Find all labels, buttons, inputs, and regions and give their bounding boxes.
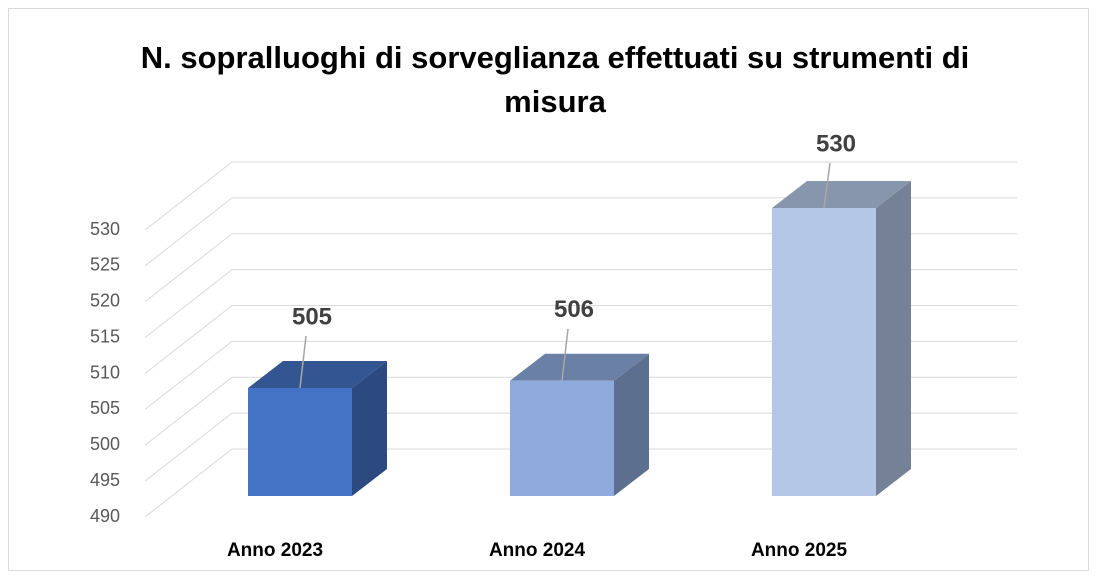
chart-frame — [8, 8, 1089, 571]
y-tick-label: 515 — [90, 326, 120, 346]
y-tick-label: 525 — [90, 255, 120, 275]
bar-side — [876, 181, 911, 496]
grid-line-side — [144, 376, 233, 446]
value-label: 506 — [554, 296, 594, 323]
bar-top — [772, 181, 911, 208]
grid-line-side — [144, 269, 233, 339]
grid-line-side — [144, 233, 233, 303]
grid-line-side — [144, 197, 233, 267]
chart-title: N. sopralluoghi di sorveglianza effettua… — [140, 40, 970, 119]
bar — [510, 380, 614, 496]
bar-side — [352, 361, 387, 496]
leader-line — [299, 335, 307, 389]
leader-line — [561, 328, 569, 381]
x-tick-label: Anno 2024 — [489, 540, 586, 561]
bar — [248, 388, 352, 496]
grid-line-side — [144, 161, 233, 231]
y-tick-label: 520 — [90, 291, 120, 311]
bar-top — [510, 353, 649, 381]
bar-top — [248, 361, 387, 388]
leader-line — [823, 162, 831, 209]
y-tick-label: 500 — [90, 434, 120, 454]
grid-line-side — [144, 340, 233, 410]
y-tick-label: 505 — [90, 398, 120, 418]
y-tick-label: 530 — [90, 219, 120, 239]
grid-line-side — [144, 305, 233, 374]
grid-line-side — [144, 448, 233, 518]
bar-side — [614, 353, 649, 496]
y-tick-label: 510 — [90, 362, 120, 382]
value-label: 505 — [292, 303, 332, 330]
y-tick-label: 495 — [90, 470, 120, 490]
x-tick-label: Anno 2025 — [751, 540, 848, 561]
grid-line-side — [144, 412, 233, 482]
bar — [772, 208, 876, 496]
x-tick-label: Anno 2023 — [227, 540, 323, 561]
y-tick-label: 490 — [90, 506, 120, 526]
value-label: 530 — [816, 130, 856, 157]
